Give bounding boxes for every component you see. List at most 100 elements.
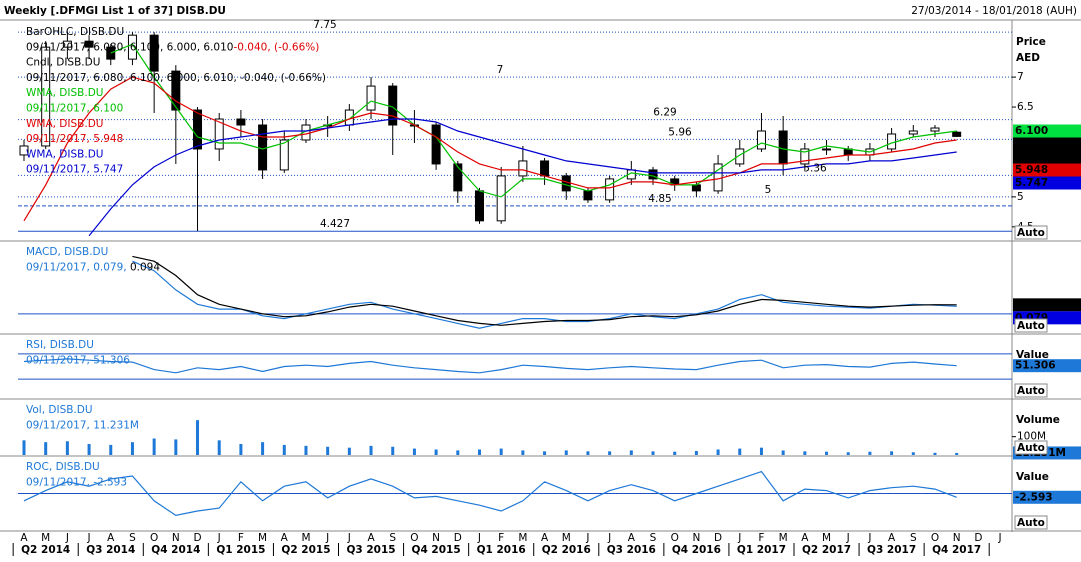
legend-entry: 09/11/2017, 6.100	[26, 103, 123, 115]
x-tick-label: A	[541, 532, 549, 544]
level-label: 5.96	[668, 126, 692, 138]
candle-body	[496, 175, 506, 222]
volume-bar	[846, 452, 850, 455]
candle-body	[19, 145, 29, 156]
auto-button-label[interactable]: Auto	[1017, 517, 1045, 529]
legend-text: MACD, DISB.DU	[26, 246, 108, 258]
legend-entry: ROC, DISB.DU	[26, 461, 100, 473]
volume-bar	[109, 444, 113, 455]
x-tick-label: M	[779, 532, 788, 544]
x-tick-label: F	[238, 532, 244, 544]
x-tick-label: J	[347, 532, 351, 544]
series-line	[23, 470, 957, 517]
x-tick-label: A	[20, 532, 28, 544]
volume-bar	[608, 451, 612, 455]
candle-body	[474, 190, 484, 222]
x-tick-label: O	[671, 532, 679, 544]
volume-bar	[326, 446, 330, 455]
volume-bar	[521, 450, 525, 455]
legend-entry: 09/11/2017, 5.948	[26, 133, 123, 145]
value-tag	[1013, 163, 1081, 177]
x-tick-label: J	[65, 532, 69, 544]
quarter-label: Q4 2015	[412, 544, 461, 556]
candle-body	[908, 130, 918, 135]
quarter-label: Q1 2015	[216, 544, 265, 556]
auto-button[interactable]	[1014, 383, 1048, 398]
auto-button[interactable]	[1014, 440, 1048, 455]
value-tag	[1013, 137, 1081, 151]
volume-bar	[759, 447, 763, 455]
value-tag	[1013, 124, 1081, 138]
volume-bar	[629, 450, 633, 455]
candle-body	[344, 109, 354, 126]
candle-body	[561, 175, 571, 192]
volume-bar	[174, 439, 178, 455]
candle-body	[366, 85, 376, 111]
chart-title: Weekly [.DFMGI List 1 of 37] DISB.DU	[4, 5, 226, 17]
legend-text: WMA, DISB.DU	[26, 118, 103, 130]
candle-body	[930, 127, 940, 132]
volume-bar	[87, 444, 91, 455]
volume-bar	[347, 447, 351, 455]
value-tag-label: 51.306	[1015, 360, 1056, 372]
plot-area	[18, 470, 1012, 517]
candle-body	[106, 46, 116, 60]
legend-entry: WMA, DISB.DU	[26, 148, 103, 160]
legend-entry: 09/11/2017, 0.079, 0.094	[26, 261, 160, 273]
legend-text: 09/11/2017, -2.593	[26, 476, 127, 488]
series-line	[88, 118, 957, 237]
x-tick-label: A	[107, 532, 115, 544]
legend-entry: BarOHLC, DISB.DU	[26, 26, 124, 38]
legend-text: Cndl, DISB.DU	[26, 57, 100, 69]
legend-entry: Cndl, DISB.DU	[26, 57, 100, 69]
legend-text: 09/11/2017, 6.100	[26, 103, 123, 115]
x-tick-label: M	[822, 532, 831, 544]
auto-button[interactable]	[1014, 318, 1048, 333]
legend-text: ROC, DISB.DU	[26, 461, 100, 473]
volume-bar	[933, 452, 937, 455]
legend-entry: 09/11/2017, 5.747	[26, 164, 123, 176]
legend-text: WMA, DISB.DU	[26, 148, 103, 160]
volume-bar	[781, 450, 785, 455]
value-tag	[1013, 176, 1081, 190]
legend-text: 09/11/2017, 51.306	[26, 354, 130, 366]
candle-body	[583, 190, 593, 201]
axis-label: AED	[1016, 52, 1040, 64]
x-tick-label: S	[910, 532, 917, 544]
auto-button-label[interactable]: Auto	[1017, 227, 1045, 239]
candle-body	[518, 160, 528, 177]
legend-entry: RSI, DISB.DU	[26, 339, 94, 351]
candle-body	[193, 109, 203, 150]
volume-bar	[239, 444, 243, 455]
auto-button-label[interactable]: Auto	[1017, 385, 1045, 397]
volume-bar	[196, 420, 200, 455]
level-label: 7.75	[313, 19, 336, 31]
auto-button[interactable]	[1014, 515, 1048, 530]
x-tick-label: S	[129, 532, 136, 544]
auto-button-label[interactable]: Auto	[1017, 320, 1045, 332]
value-tag-label: 5.948	[1015, 164, 1048, 176]
candle-body	[540, 160, 550, 177]
auto-button[interactable]	[1014, 225, 1048, 240]
axis-label: Value	[1016, 471, 1049, 483]
volume-bar	[499, 448, 503, 455]
candle-body	[952, 131, 962, 137]
x-tick-label: A	[628, 532, 636, 544]
volume-bar	[130, 442, 134, 455]
x-tick-label: N	[692, 532, 700, 544]
auto-button-label[interactable]: Auto	[1017, 442, 1045, 454]
level-label: 6.29	[653, 107, 676, 119]
candle-body	[778, 130, 788, 165]
value-tag-label: 6.010	[1015, 151, 1048, 163]
quarter-label: Q2 2015	[281, 544, 330, 556]
candle-body	[691, 184, 701, 192]
quarter-label: Q4 2014	[151, 544, 200, 556]
x-tick-label: A	[888, 532, 896, 544]
volume-bar	[412, 448, 416, 455]
volume-bar	[716, 449, 720, 455]
legend-text: BarOHLC, DISB.DU	[26, 26, 124, 38]
level-label: 5	[765, 184, 772, 196]
y-tick-label: 6.5	[1017, 101, 1034, 113]
candle-body	[127, 34, 137, 60]
